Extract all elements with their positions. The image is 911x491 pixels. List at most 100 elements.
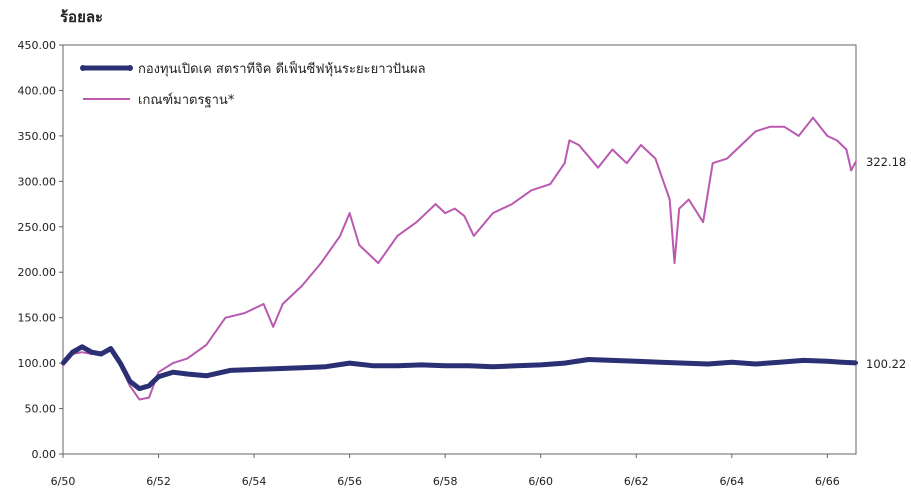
data-point-benchmark [850, 169, 852, 172]
data-point-fund [228, 368, 233, 373]
data-point-benchmark [434, 203, 437, 205]
data-point-fund [443, 363, 448, 368]
data-point-benchmark [597, 166, 599, 169]
data-point-benchmark [688, 198, 690, 201]
data-point-benchmark [339, 235, 341, 237]
data-point-fund [347, 361, 352, 366]
data-point-benchmark [148, 396, 150, 399]
legend-label-fund: กองทุนเปิดเค สตราทีจิค ดีเฟ็นซีฟหุ้นระยะ… [138, 59, 426, 77]
data-point-benchmark [463, 215, 466, 217]
y-tick-label: 300.00 [18, 175, 57, 188]
y-tick-label: 0.00 [32, 448, 57, 461]
data-point-benchmark [281, 303, 284, 305]
data-point-fund [170, 370, 175, 375]
data-point-benchmark [415, 221, 418, 223]
legend-swatch-fund-marker [80, 65, 86, 71]
data-point-benchmark [205, 344, 208, 346]
x-tick-label: 6/56 [337, 475, 362, 488]
data-point-fund [562, 361, 567, 366]
data-point-fund [586, 357, 591, 362]
data-point-fund [634, 359, 639, 364]
data-point-benchmark [138, 398, 141, 401]
data-point-benchmark [769, 126, 771, 128]
data-point-benchmark [301, 285, 303, 287]
data-point-benchmark [377, 262, 380, 264]
data-point-benchmark [172, 362, 174, 364]
x-axis: 6/50 6/52 6/54 6/56 6/58 6/60 6/62 6/64 6/66 [51, 454, 840, 488]
data-point-benchmark [224, 316, 227, 319]
legend: กองทุนเปิดเค สตราทีจิค ดีเฟ็นซีฟหุ้นระยะ… [80, 59, 426, 108]
data-point-benchmark [129, 385, 131, 387]
data-point-fund [777, 360, 782, 365]
data-point-benchmark [511, 203, 513, 205]
data-point-benchmark [262, 303, 265, 305]
data-point-fund [99, 352, 104, 356]
data-point-fund [490, 364, 495, 369]
y-tick-label: 200.00 [18, 266, 57, 279]
data-point-benchmark [186, 357, 188, 360]
y-tick-label: 400.00 [18, 84, 57, 97]
data-point-benchmark [826, 135, 829, 137]
data-point-fund [185, 372, 190, 376]
data-point-benchmark [62, 365, 64, 367]
y-axis-unit-label: ร้อยละ [60, 8, 103, 26]
data-point-benchmark [673, 262, 676, 264]
data-point-fund [801, 358, 806, 363]
data-point-benchmark [711, 162, 714, 164]
data-point-fund [839, 360, 844, 365]
data-point-fund [299, 365, 304, 370]
data-point-fund [658, 360, 663, 365]
data-point-benchmark [320, 262, 322, 264]
data-point-benchmark [530, 189, 532, 192]
data-point-fund [538, 362, 543, 367]
legend-label-benchmark: เกณฑ์มาตรฐาน* [138, 92, 235, 108]
data-point-fund [108, 346, 113, 351]
data-point-benchmark [348, 212, 351, 214]
data-point-benchmark [625, 162, 628, 164]
data-point-fund [514, 363, 519, 368]
y-tick-label: 250.00 [18, 221, 57, 234]
data-point-benchmark [453, 207, 456, 210]
data-point-fund [395, 363, 400, 368]
series-line-benchmark [62, 116, 857, 401]
data-point-benchmark [549, 183, 552, 185]
data-point-benchmark [797, 135, 800, 137]
data-point-fund [323, 364, 328, 369]
data-point-benchmark [358, 244, 361, 246]
data-point-benchmark [836, 139, 838, 142]
y-tick-label: 150.00 [18, 312, 57, 325]
x-tick-label: 6/62 [624, 475, 649, 488]
data-point-benchmark [740, 144, 743, 146]
series-lines [61, 116, 858, 401]
data-point-fund [705, 362, 710, 366]
data-point-fund [127, 379, 132, 384]
data-point-benchmark [578, 144, 580, 146]
series-line-fund [61, 344, 857, 392]
data-point-benchmark [157, 371, 160, 374]
data-point-benchmark [668, 198, 671, 201]
data-point-fund [610, 358, 615, 363]
data-point-benchmark [726, 157, 728, 160]
legend-swatch-fund-marker [127, 65, 133, 71]
data-point-fund [61, 361, 65, 366]
data-point-fund [753, 362, 758, 366]
data-point-fund [467, 363, 472, 368]
x-tick-label: 6/60 [528, 475, 553, 488]
y-tick-label: 50.00 [25, 403, 57, 416]
y-tick-label: 450.00 [18, 39, 57, 52]
data-point-benchmark [702, 221, 704, 223]
x-tick-label: 6/66 [815, 475, 840, 488]
data-point-fund [854, 360, 858, 365]
data-point-fund [276, 366, 280, 371]
data-point-benchmark [243, 312, 246, 314]
x-tick-label: 6/54 [242, 475, 267, 488]
data-point-benchmark [396, 235, 399, 237]
x-tick-label: 6/58 [433, 475, 458, 488]
data-point-fund [825, 359, 830, 364]
data-point-benchmark [492, 212, 494, 214]
x-tick-label: 6/64 [719, 475, 744, 488]
y-tick-label: 100.00 [18, 357, 57, 370]
data-point-fund [204, 373, 209, 378]
data-point-fund [156, 374, 161, 379]
data-point-benchmark [654, 157, 657, 160]
